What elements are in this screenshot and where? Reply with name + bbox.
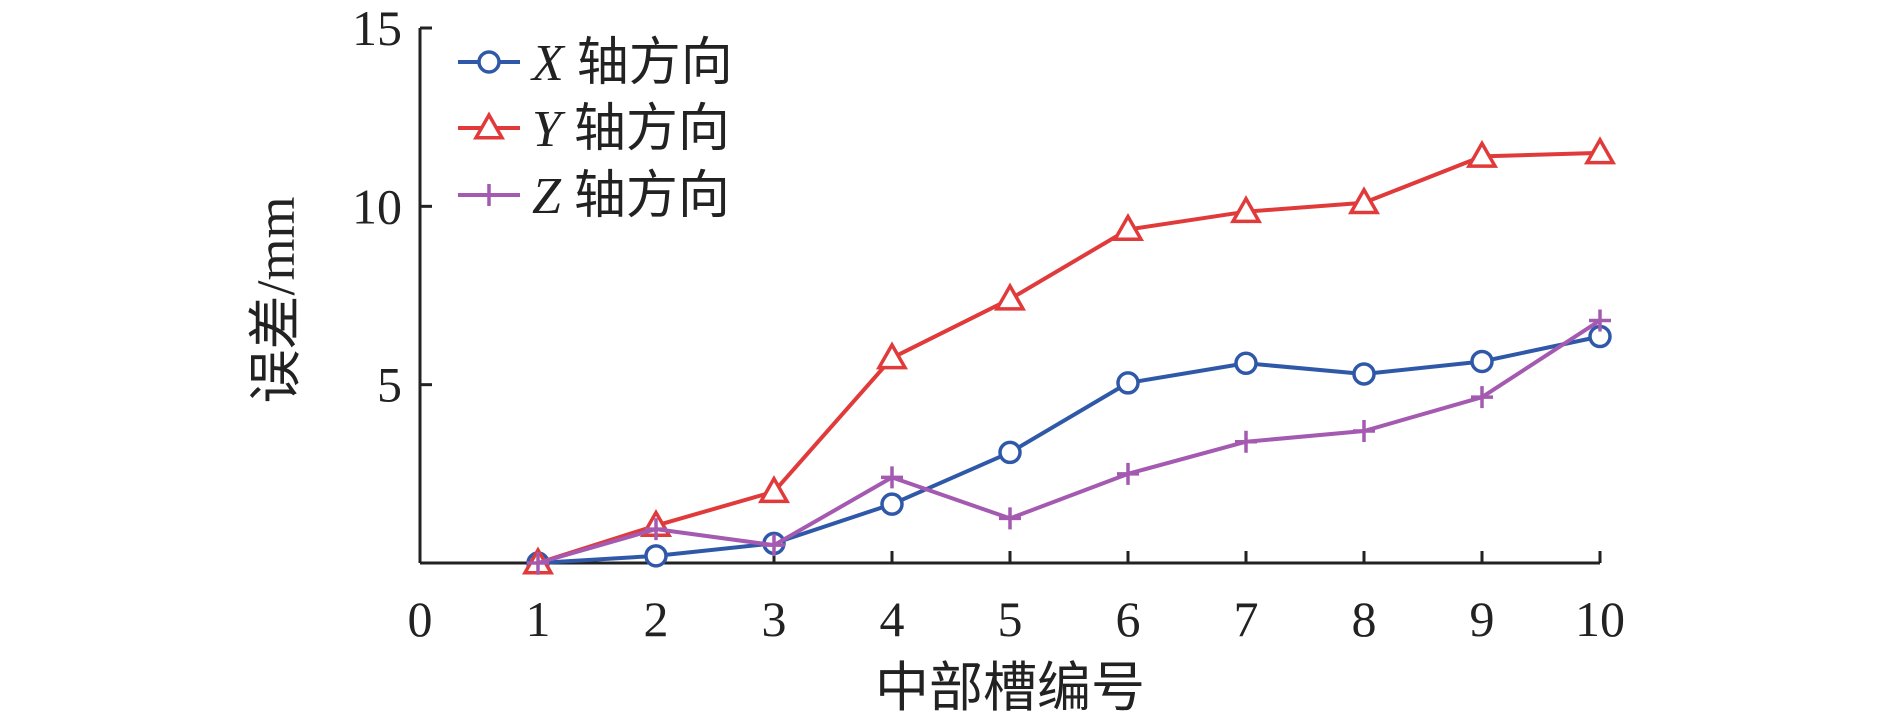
triangle-marker: [875, 341, 909, 370]
x-tick-label: 9: [1470, 591, 1495, 647]
series-line: [536, 318, 1602, 565]
circle-marker: [1234, 351, 1258, 376]
triangle-marker: [1347, 186, 1381, 215]
series-layer: [521, 136, 1617, 575]
y-axis-title: 误差/mm: [246, 196, 306, 403]
y-tick-label: 10: [352, 178, 402, 234]
circle-marker: [1470, 349, 1494, 374]
axes-layer: 0 1 2 3 4 5 6 7 8 9 10 5 10 15: [352, 0, 1625, 647]
plus-marker: [645, 518, 667, 541]
triangle-marker: [1465, 139, 1499, 168]
plus-marker: [1235, 430, 1257, 453]
plus-marker: [1471, 386, 1493, 409]
plus-marker: [527, 552, 549, 574]
series-x-axis: [526, 324, 1612, 575]
x-tick-label: 8: [1352, 591, 1377, 647]
plus-marker: [999, 507, 1021, 530]
series-z-axis: [527, 309, 1611, 574]
triangle-marker: [757, 475, 791, 504]
legend-axis-letter: Y: [532, 101, 566, 158]
legend-suffix: 轴方向: [561, 168, 730, 225]
x-tick-label: 3: [762, 591, 787, 647]
x-tick-label: 7: [1234, 591, 1259, 647]
circle-marker: [644, 544, 668, 568]
series-line: [536, 334, 1602, 565]
circle-marker: [998, 440, 1022, 465]
triangle-marker: [993, 282, 1027, 311]
legend-suffix: 轴方向: [561, 101, 730, 158]
x-tick-label: 1: [526, 591, 551, 647]
legend-suffix: 轴方向: [564, 35, 733, 92]
y-tick-label: 15: [352, 0, 402, 56]
plus-marker: [881, 466, 903, 489]
legend-item-x: X 轴方向: [458, 35, 733, 92]
triangle-marker: [1111, 212, 1145, 242]
circle-marker: [1116, 371, 1140, 395]
x-axis-title: 中部槽编号: [875, 658, 1145, 718]
plus-marker: [478, 184, 500, 206]
x-tick-label: 10: [1575, 591, 1625, 647]
plus-marker: [1117, 462, 1139, 485]
circle-marker: [477, 50, 501, 74]
legend-label: Z 轴方向: [532, 168, 730, 225]
circle-marker: [880, 492, 904, 516]
y-tick-label: 5: [377, 357, 402, 413]
legend-label: X 轴方向: [530, 35, 733, 92]
legend-item-y: Y 轴方向: [458, 101, 730, 158]
plus-marker: [1353, 420, 1375, 443]
triangle-marker: [1583, 136, 1617, 165]
plus-marker: [763, 534, 785, 557]
legend-axis-letter: X: [530, 35, 566, 92]
x-tick-label: 6: [1116, 591, 1141, 647]
plus-marker: [1589, 309, 1611, 332]
x-tick-label: 0: [408, 591, 433, 647]
triangle-marker: [1229, 195, 1263, 224]
legend-item-z: Z 轴方向: [458, 168, 730, 225]
series-line: [536, 150, 1602, 565]
legend-label: Y 轴方向: [532, 101, 730, 158]
x-tick-label: 2: [644, 591, 669, 647]
x-tick-label: 5: [998, 591, 1023, 647]
triangle-marker: [472, 111, 506, 140]
circle-marker: [1352, 362, 1376, 386]
x-tick-label: 4: [880, 591, 905, 647]
legend-axis-letter: Z: [532, 168, 562, 225]
